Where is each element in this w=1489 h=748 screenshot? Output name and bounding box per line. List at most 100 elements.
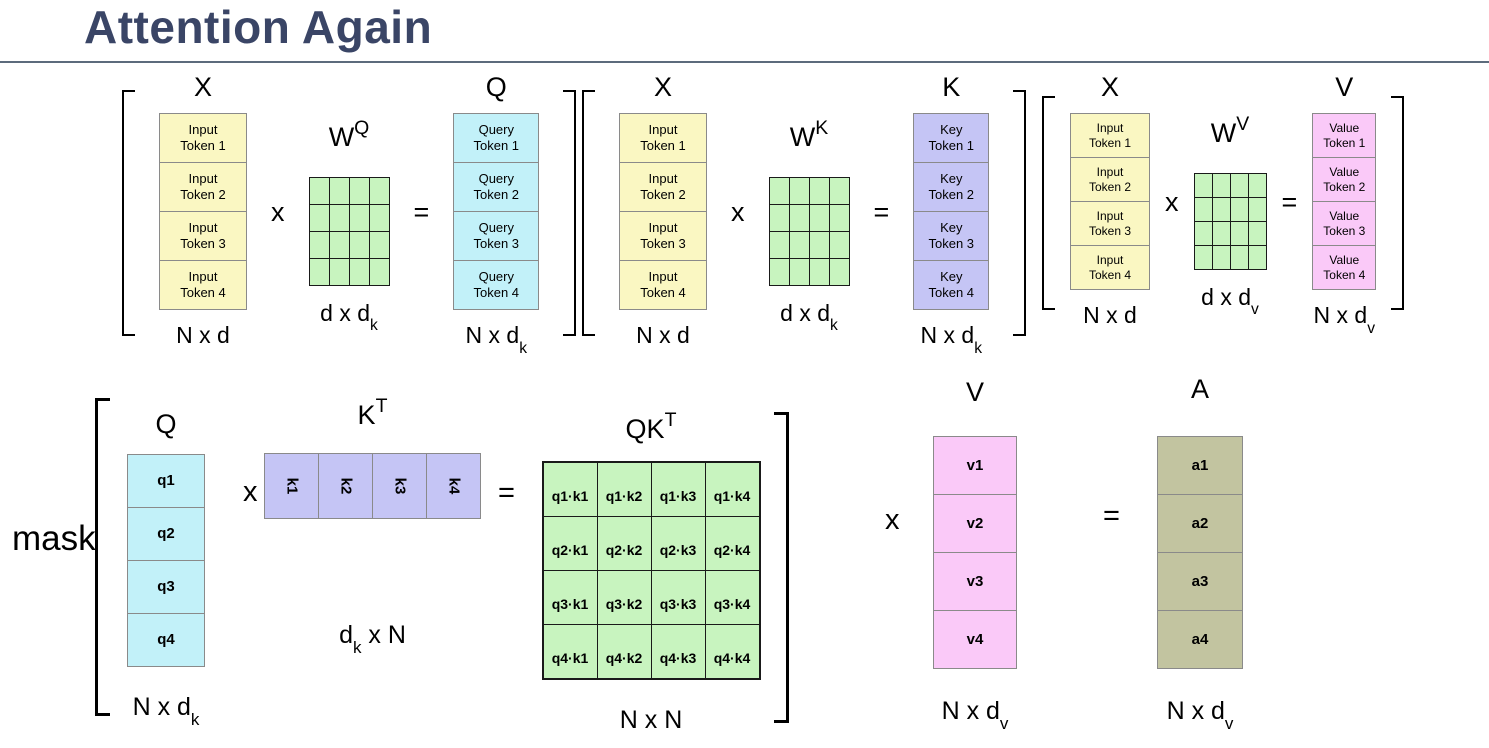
title-divider	[0, 61, 1489, 63]
grid-cell	[1248, 197, 1266, 221]
grid-cell	[309, 177, 329, 204]
matrix-cell: Query Token 1	[453, 113, 540, 163]
matrix-cell: k1	[264, 453, 319, 519]
matrix-cell: a3	[1157, 552, 1243, 611]
left-bracket	[1042, 95, 1055, 310]
matrix-cell: q1·k2	[597, 463, 651, 516]
matrix-label-x: X	[1100, 72, 1119, 102]
output-matrix: K Key Token 1 Key Token 2 Key Token 3 Ke…	[913, 72, 990, 357]
matrix-label-k: K	[942, 72, 961, 102]
grid-cell	[369, 177, 389, 204]
grid-cell	[1248, 221, 1266, 245]
grid-cell	[369, 231, 389, 258]
matrix-cell: Value Token 1	[1312, 113, 1377, 158]
weight-grid	[1193, 172, 1267, 270]
matrix-cell: Value Token 4	[1312, 245, 1377, 290]
grid-cell	[1212, 197, 1230, 221]
grid-cell	[769, 177, 789, 204]
matrix-label-x: X	[653, 72, 672, 102]
dimension-label: dk x N	[339, 621, 406, 657]
grid-cell	[369, 258, 389, 285]
grid-cell	[329, 258, 349, 285]
k-matrix-cells: Key Token 1 Key Token 2 Key Token 3 Key …	[913, 113, 990, 310]
multiply-operator: x	[1165, 187, 1179, 218]
qkt-cells: q1·k1 q1·k2 q1·k3 q1·k4 q2·k1 q2·k2 q2·k…	[541, 461, 761, 680]
grid-cell	[1230, 221, 1248, 245]
matrix-cell: Input Token 3	[159, 211, 247, 261]
weight-grid	[308, 176, 390, 286]
matrix-cell: Input Token 4	[619, 260, 707, 310]
matrix-cell: a2	[1157, 494, 1243, 553]
multiply-operator: x	[731, 197, 745, 228]
v-cells: v1 v2 v3 v4	[933, 436, 1017, 669]
matrix-cell: q2·k1	[543, 517, 597, 570]
matrix-label-kt: KT	[357, 395, 388, 430]
equals-operator: =	[873, 197, 890, 228]
x-matrix-cells: Input Token 1 Input Token 2 Input Token …	[159, 113, 247, 310]
grid-cell	[369, 204, 389, 231]
dimension-label: N x dk	[465, 322, 528, 357]
matrix-cell: k2	[318, 453, 373, 519]
grid-cell	[829, 177, 849, 204]
matrix-cell: q3	[127, 560, 205, 614]
matrix-cell: q4·k4	[705, 625, 759, 678]
matrix-cell: q1·k1	[543, 463, 597, 516]
grid-cell	[1230, 173, 1248, 197]
x-matrix: X Input Token 1 Input Token 2 Input Toke…	[159, 72, 247, 354]
matrix-label-a: A	[1190, 374, 1209, 404]
grid-cell	[329, 231, 349, 258]
grid-cell	[789, 231, 809, 258]
grid-cell	[349, 204, 369, 231]
matrix-cell: q3·k2	[597, 571, 651, 624]
dimension-label: d x dk	[320, 299, 378, 335]
k-projection-diagram: X Input Token 1 Input Token 2 Input Toke…	[582, 72, 1027, 357]
matrix-label-q: Q	[155, 409, 177, 439]
grid-cell	[1194, 197, 1212, 221]
multiply-operator: x	[885, 504, 900, 536]
grid-cell	[309, 204, 329, 231]
kt-matrix: KT k1 k2 k3 k4 dk x N	[262, 395, 483, 657]
matrix-cell: Query Token 4	[453, 260, 540, 310]
dimension-label: N x N	[619, 706, 683, 734]
matrix-cell: q4	[127, 613, 205, 667]
matrix-cell: q2·k2	[597, 517, 651, 570]
matrix-cell: Value Token 2	[1312, 157, 1377, 202]
output-matrix: V Value Token 1 Value Token 2 Value Toke…	[1312, 72, 1377, 337]
q-cells: q1 q2 q3 q4	[127, 454, 205, 667]
weight-matrix: WV d x dv	[1193, 113, 1267, 318]
matrix-cell: q4·k2	[597, 625, 651, 678]
matrix-cell: q1	[127, 454, 205, 508]
matrix-cell: a4	[1157, 610, 1243, 669]
matrix-label-x: X	[193, 72, 212, 102]
mask-label: mask	[12, 519, 96, 558]
grid-cell	[769, 204, 789, 231]
mask-left-bracket	[95, 398, 110, 716]
matrix-cell: Query Token 3	[453, 211, 540, 261]
weight-matrix: WQ d x dk	[308, 116, 390, 335]
a-matrix: A a1 a2 a3 a4 N x dv	[1156, 374, 1244, 733]
matrix-cell: q2	[127, 507, 205, 561]
matrix-cell: v2	[933, 494, 1017, 553]
grid-cell	[1248, 245, 1266, 269]
grid-cell	[829, 258, 849, 285]
matrix-cell: Key Token 3	[913, 211, 990, 261]
grid-cell	[789, 258, 809, 285]
weight-matrix: WK d x dk	[768, 117, 850, 334]
dimension-label: N x dv	[1313, 302, 1376, 337]
grid-cell	[329, 204, 349, 231]
grid-cell	[789, 204, 809, 231]
matrix-label-wq: WQ	[328, 116, 370, 152]
grid-cell	[1194, 173, 1212, 197]
equals-operator: =	[413, 197, 430, 228]
matrix-cell: v1	[933, 436, 1017, 495]
grid-cell	[349, 231, 369, 258]
x-matrix-cells: Input Token 1 Input Token 2 Input Token …	[619, 113, 707, 310]
equals-operator: =	[1103, 500, 1120, 532]
matrix-cell: Key Token 2	[913, 162, 990, 212]
matrix-cell: q3·k1	[543, 571, 597, 624]
grid-cell	[1230, 245, 1248, 269]
matrix-cell: Value Token 3	[1312, 201, 1377, 246]
matrix-cell: Input Token 2	[159, 162, 247, 212]
q-matrix-bottom: Q q1 q2 q3 q4 N x dk	[126, 409, 206, 729]
grid-cell	[309, 258, 329, 285]
